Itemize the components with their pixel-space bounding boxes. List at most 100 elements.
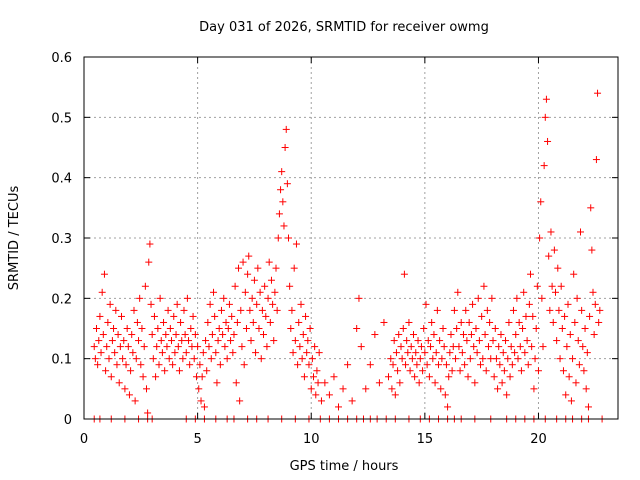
data-point (149, 355, 157, 363)
data-point (403, 337, 411, 345)
data-point (110, 325, 118, 332)
data-point (174, 343, 182, 351)
data-point (414, 337, 422, 345)
data-point (144, 409, 152, 417)
data-point (170, 312, 178, 320)
data-point (232, 379, 240, 387)
data-point (132, 355, 140, 363)
data-point (255, 325, 263, 332)
data-point (266, 318, 274, 326)
data-point (296, 343, 304, 351)
data-point (240, 361, 248, 369)
data-point (513, 294, 521, 302)
data-point (413, 361, 421, 369)
data-point (135, 337, 143, 345)
data-point (312, 391, 320, 399)
data-point (152, 373, 160, 381)
data-point (278, 168, 286, 176)
data-point (521, 349, 529, 357)
data-point (142, 385, 150, 393)
data-point (582, 385, 590, 393)
data-point (314, 379, 322, 387)
data-point (131, 397, 139, 405)
data-point (553, 337, 561, 345)
data-point (187, 325, 195, 332)
data-points (90, 89, 606, 423)
data-point (448, 367, 456, 375)
data-point (545, 252, 553, 260)
data-point (163, 343, 171, 351)
data-point (591, 300, 599, 308)
data-point (219, 331, 227, 339)
data-point (108, 337, 116, 345)
data-point (465, 318, 473, 326)
data-point (420, 325, 428, 332)
data-point (429, 355, 437, 363)
x-axis-label: GPS time / hours (290, 459, 399, 474)
data-point (572, 379, 580, 387)
data-point (104, 318, 112, 326)
data-point (215, 325, 223, 332)
data-point (292, 240, 300, 248)
data-point (589, 288, 597, 296)
data-point (421, 349, 429, 357)
data-point (156, 294, 164, 302)
data-point (287, 325, 295, 332)
data-point (107, 373, 115, 381)
data-point (396, 379, 404, 387)
data-point (273, 306, 281, 314)
data-point (567, 397, 575, 405)
data-point (242, 325, 250, 332)
data-point (483, 306, 491, 314)
data-point (595, 318, 603, 326)
data-point (299, 331, 307, 339)
data-point (123, 325, 131, 332)
data-point (536, 234, 544, 242)
data-point (534, 367, 542, 375)
data-point (189, 312, 197, 320)
data-point (239, 258, 247, 266)
data-point (475, 337, 483, 345)
data-point (182, 349, 190, 357)
data-point (408, 355, 416, 363)
data-point (139, 373, 147, 381)
data-point (392, 349, 400, 357)
data-point (450, 306, 458, 314)
data-point (357, 343, 365, 351)
data-point (249, 318, 257, 326)
data-point (194, 343, 202, 351)
data-point (223, 355, 231, 363)
data-point (416, 355, 424, 363)
data-point (277, 186, 285, 194)
data-point (423, 361, 431, 369)
data-point (120, 337, 128, 345)
data-point (236, 397, 244, 405)
data-point (262, 312, 270, 320)
data-point (371, 331, 379, 339)
data-point (463, 337, 471, 345)
data-point (302, 312, 310, 320)
data-point (384, 373, 392, 381)
data-point (130, 306, 138, 314)
data-point (507, 343, 515, 351)
data-point (244, 270, 252, 278)
data-point (114, 331, 122, 339)
data-point (216, 361, 224, 369)
data-point (305, 361, 313, 369)
data-point (330, 373, 338, 381)
data-point (479, 355, 487, 363)
data-point (457, 318, 465, 326)
data-point (509, 306, 517, 314)
data-point (95, 337, 103, 345)
data-point (186, 361, 194, 369)
data-point (516, 343, 524, 351)
data-point (506, 373, 514, 381)
data-point (308, 355, 316, 363)
data-point (409, 331, 417, 339)
data-point (445, 373, 453, 381)
data-point (155, 361, 163, 369)
data-point (481, 331, 489, 339)
data-point (442, 361, 450, 369)
data-point (190, 355, 198, 363)
data-point (98, 288, 106, 296)
